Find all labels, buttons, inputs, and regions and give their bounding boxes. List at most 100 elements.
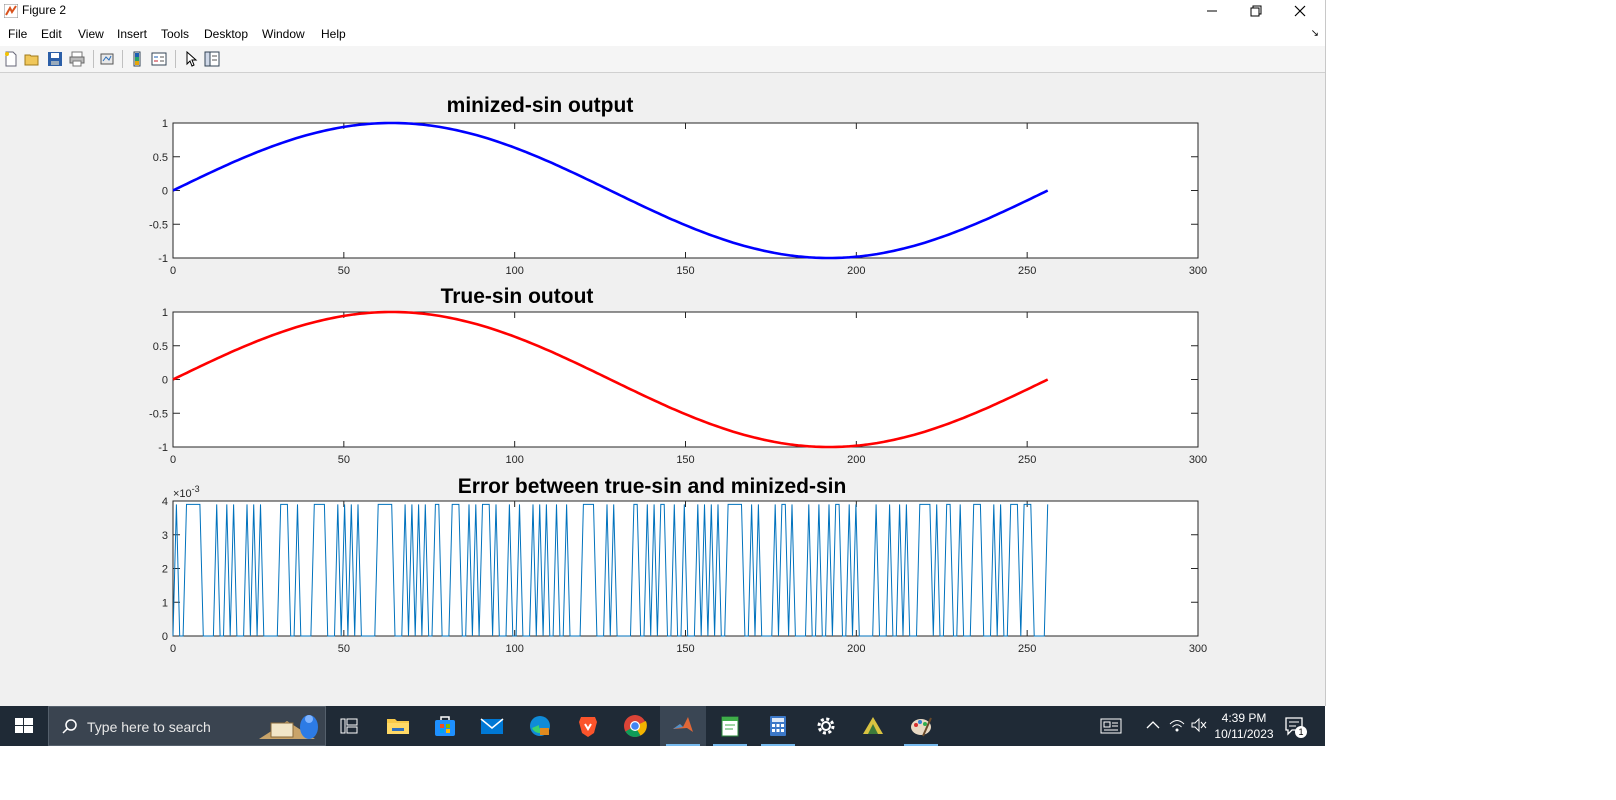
menu-insert[interactable]: Insert [117, 27, 148, 41]
search-highlight-icon [259, 715, 318, 739]
series-line [172, 121, 1049, 260]
menu-edit[interactable]: Edit [41, 27, 62, 41]
windows-logo-icon [15, 718, 33, 733]
taskbar-settings[interactable] [803, 706, 849, 746]
legend-icon[interactable] [151, 51, 167, 67]
menu-view[interactable]: View [78, 27, 104, 41]
y-tick-label: -0.5 [149, 219, 168, 231]
property-inspector-icon[interactable] [204, 51, 220, 67]
taskbar-brave[interactable] [565, 706, 611, 746]
x-tick-label: 150 [676, 643, 694, 655]
close-button[interactable] [1278, 0, 1322, 22]
new-figure-icon[interactable] [3, 51, 19, 67]
taskbar-matlab[interactable] [660, 706, 706, 746]
volume-muted-icon[interactable] [1190, 717, 1208, 733]
taskbar-search-box[interactable]: Type here to search [48, 706, 326, 746]
y-tick-label: 1 [162, 118, 168, 130]
open-file-icon[interactable] [24, 51, 40, 67]
notification-center-button[interactable]: 1 [1284, 715, 1307, 738]
chart-title: True-sin outout [441, 285, 594, 308]
x-tick-label: 250 [1018, 454, 1036, 466]
pointer-icon[interactable] [183, 51, 199, 67]
x-tick-label: 50 [338, 265, 350, 277]
y-tick-label: -1 [158, 442, 168, 454]
menu-help[interactable]: Help [321, 27, 346, 41]
y-tick-label: 0 [162, 375, 168, 387]
x-tick-label: 300 [1189, 265, 1207, 277]
taskbar-store[interactable] [422, 706, 468, 746]
save-icon[interactable] [47, 51, 63, 67]
menu-overflow-icon[interactable]: ↘ [1310, 28, 1319, 39]
y-tick-label: 1 [162, 307, 168, 319]
y-tick-label: -1 [158, 253, 168, 265]
running-indicator [713, 744, 747, 746]
menu-file[interactable]: File [8, 27, 28, 41]
link-plot-icon[interactable] [99, 51, 115, 67]
taskbar-app[interactable] [850, 706, 896, 746]
matlab-icon [673, 717, 693, 732]
menu-tools[interactable]: Tools [161, 27, 190, 41]
brave-icon [579, 717, 597, 737]
taskbar-chrome[interactable] [612, 706, 658, 746]
taskbar-paint[interactable] [898, 706, 944, 746]
x-tick-label: 0 [170, 265, 176, 277]
toolbar-separator [93, 50, 94, 68]
taskbar-mail[interactable] [469, 706, 515, 746]
taskbar: Type here to search [0, 706, 1325, 746]
taskbar-edge[interactable] [517, 706, 563, 746]
x-tick-label: 50 [338, 643, 350, 655]
x-tick-label: 200 [847, 454, 865, 466]
menu-desktop[interactable]: Desktop [204, 27, 249, 41]
paint-icon [911, 717, 932, 737]
window-title: Figure 2 [22, 3, 67, 17]
mail-icon [480, 718, 504, 734]
x-tick-label: 100 [505, 454, 523, 466]
x-tick-label: 0 [170, 454, 176, 466]
x-tick-label: 250 [1018, 265, 1036, 277]
search-placeholder: Type here to search [87, 719, 211, 735]
plot-area [172, 311, 1199, 448]
title-bar[interactable]: Figure 2 [0, 0, 1325, 22]
y-tick-label: 0 [162, 186, 168, 198]
figure-canvas: 0 50 100 150 200 250 300-1-0.500.51minized-sin… [149, 94, 1207, 655]
calculator-icon [770, 716, 786, 736]
x-tick-label: 150 [676, 454, 694, 466]
system-clock[interactable]: 4:39 PM 10/11/2023 [1212, 710, 1276, 742]
notification-badge: 1 [1295, 726, 1307, 738]
settings-icon [817, 717, 835, 735]
start-button[interactable] [0, 706, 48, 746]
running-indicator [761, 744, 795, 746]
figure-window: Figure 2 File Edit View Insert Tools Des… [0, 0, 1326, 706]
task-view-icon [340, 718, 358, 734]
chrome-icon [624, 715, 647, 737]
x-tick-label: 250 [1018, 643, 1036, 655]
colorbar-icon[interactable] [129, 51, 145, 67]
taskbar-notepad[interactable] [707, 706, 753, 746]
minimize-button[interactable] [1190, 0, 1234, 22]
plot-area [172, 122, 1199, 259]
running-indicator [904, 744, 938, 746]
taskbar-task-view[interactable] [326, 706, 372, 746]
chevron-up-icon[interactable] [1146, 719, 1160, 731]
series-line [172, 310, 1049, 449]
edge-icon [530, 716, 550, 736]
taskbar-calculator[interactable] [755, 706, 801, 746]
taskbar-file-explorer[interactable] [375, 706, 421, 746]
series-line [172, 503, 1049, 637]
matlab-figure-icon [4, 4, 18, 18]
x-tick-label: 0 [170, 643, 176, 655]
print-icon[interactable] [69, 51, 85, 67]
app-icon [863, 717, 883, 734]
restore-button[interactable] [1234, 0, 1278, 22]
menu-window[interactable]: Window [262, 27, 305, 41]
y-tick-label: 1 [162, 597, 168, 609]
news-widget-icon[interactable] [1100, 717, 1122, 735]
y-tick-label: 2 [162, 564, 168, 576]
clock-time: 4:39 PM [1221, 711, 1267, 725]
figure-toolbar [0, 46, 1325, 73]
minimize-icon [1207, 10, 1217, 12]
x-tick-label: 100 [505, 643, 523, 655]
wifi-icon[interactable] [1168, 717, 1186, 733]
x-tick-label: 300 [1189, 454, 1207, 466]
toolbar-separator [122, 50, 123, 68]
